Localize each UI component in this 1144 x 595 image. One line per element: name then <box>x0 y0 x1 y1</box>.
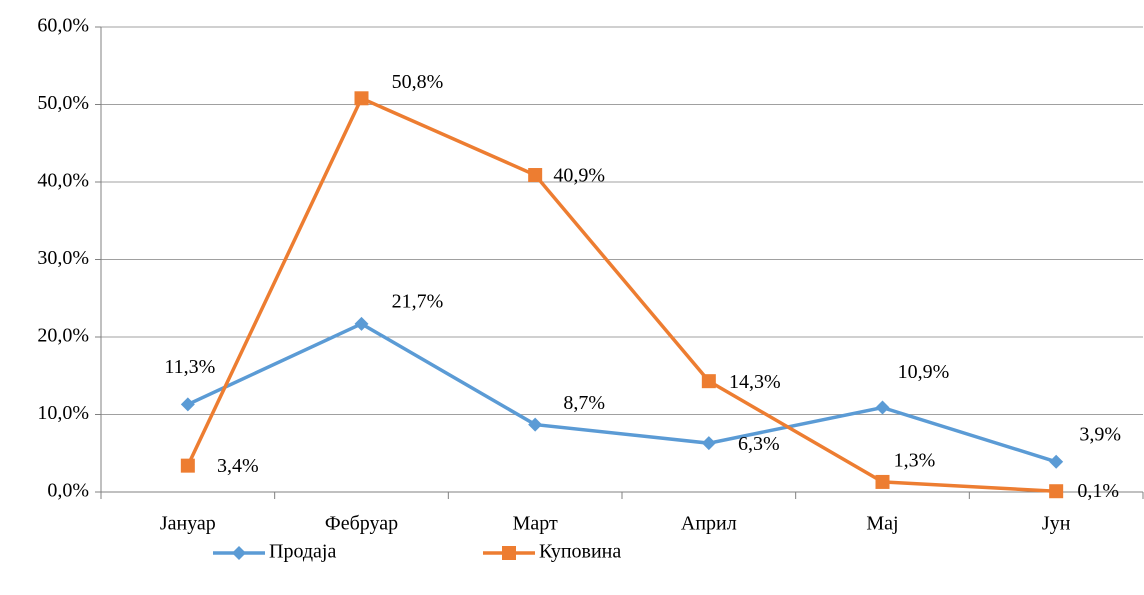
x-tick-label: Мај <box>866 513 898 535</box>
y-tick-label: 60,0% <box>37 15 89 37</box>
marker <box>701 436 716 451</box>
y-tick-label: 30,0% <box>37 247 89 269</box>
data-label: 3,9% <box>1079 423 1121 445</box>
marker <box>875 474 890 489</box>
data-label: 3,4% <box>217 455 259 477</box>
data-label: 1,3% <box>894 450 936 472</box>
series-line <box>186 96 1057 493</box>
marker <box>528 417 543 432</box>
data-label: 14,3% <box>729 371 781 393</box>
y-tick-label: 20,0% <box>37 325 89 347</box>
x-tick-label: Март <box>513 513 558 535</box>
legend-label: Куповина <box>539 541 621 563</box>
data-label: 8,7% <box>563 392 605 414</box>
data-label: 21,7% <box>392 290 444 312</box>
x-tick-label: Април <box>681 513 737 535</box>
data-label: 0,1% <box>1077 480 1119 502</box>
y-tick-label: 40,0% <box>37 170 89 192</box>
marker <box>875 400 890 415</box>
marker <box>502 546 516 560</box>
y-tick-label: 50,0% <box>37 92 89 114</box>
x-tick-label: Јун <box>1042 513 1071 535</box>
marker <box>232 546 246 560</box>
marker <box>354 316 369 331</box>
data-label: 40,9% <box>553 165 605 187</box>
marker <box>1049 484 1064 499</box>
y-tick-label: 0,0% <box>47 480 89 502</box>
marker <box>1049 454 1064 469</box>
marker <box>528 168 543 183</box>
data-label: 11,3% <box>164 356 215 378</box>
data-label: 10,9% <box>898 361 950 383</box>
marker <box>180 397 195 412</box>
marker <box>354 91 369 106</box>
series-line <box>187 321 1057 464</box>
x-tick-label: Фебруар <box>325 513 398 535</box>
data-label: 50,8% <box>392 71 444 93</box>
marker <box>180 458 195 473</box>
y-tick-label: 10,0% <box>37 402 89 424</box>
legend-label: Продаја <box>269 541 336 563</box>
data-label: 6,3% <box>738 433 780 455</box>
marker <box>701 374 716 389</box>
x-tick-label: Јануар <box>160 513 216 535</box>
